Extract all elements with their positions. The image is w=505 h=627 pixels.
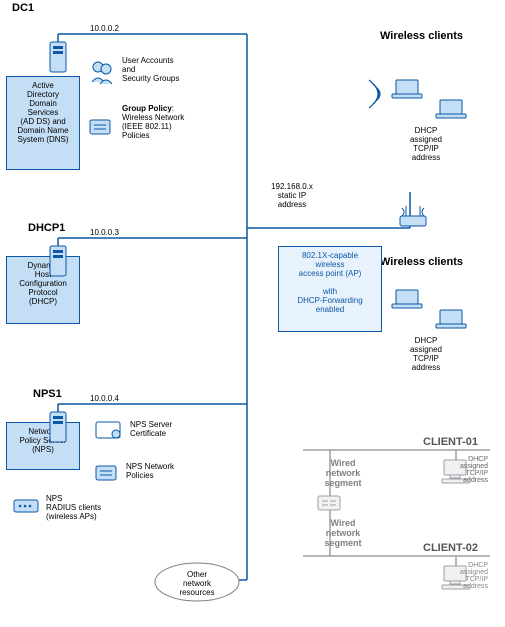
laptop-icon bbox=[434, 96, 470, 124]
dc1-heading: DC1 bbox=[12, 2, 34, 14]
users-label: User AccountsandSecurity Groups bbox=[122, 56, 212, 83]
wired-seg-2-label: Wirednetworksegment bbox=[308, 518, 378, 548]
policy-icon bbox=[88, 116, 114, 138]
server-icon bbox=[44, 242, 74, 282]
ad-box: ActiveDirectoryDomainServices(AD DS) and… bbox=[6, 76, 80, 170]
nps1-ip: 10.0.0.4 bbox=[90, 394, 119, 403]
client01-heading: CLIENT-01 bbox=[423, 436, 478, 448]
server-icon bbox=[44, 38, 74, 78]
switch-icon bbox=[316, 492, 344, 516]
policy-icon bbox=[94, 462, 120, 484]
wireless-mid-heading: Wireless clients bbox=[380, 256, 463, 268]
client02-heading: CLIENT-02 bbox=[423, 542, 478, 554]
dc1-ip: 10.0.0.2 bbox=[90, 24, 119, 33]
nps-radius-label: NPSRADIUS clients(wireless APs) bbox=[46, 494, 136, 521]
laptop-icon bbox=[390, 76, 426, 104]
laptop-icon bbox=[390, 286, 426, 314]
gpo-title: Group Policy bbox=[122, 104, 172, 113]
client01-sub: DHCPassignedTCP/IPaddress bbox=[422, 456, 488, 484]
wired-seg-1-label: Wirednetworksegment bbox=[308, 458, 378, 488]
radius-icon bbox=[12, 494, 42, 516]
wireless-top-dhcp-label: DHCPassignedTCP/IPaddress bbox=[396, 126, 456, 162]
ap-ip-value: 192.168.0.x bbox=[271, 182, 313, 191]
certificate-icon bbox=[94, 420, 124, 442]
users-icon bbox=[88, 58, 116, 86]
client02-sub: DHCPassignedTCP/IPaddress bbox=[422, 562, 488, 590]
ap-box: 802.1X-capablewirelessaccess point (AP)w… bbox=[278, 246, 382, 332]
nps-policies-label: NPS NetworkPolicies bbox=[126, 462, 206, 480]
access-point-icon bbox=[396, 204, 432, 232]
dhcp1-heading: DHCP1 bbox=[28, 222, 65, 234]
ap-static-label: static IPaddress bbox=[278, 191, 306, 209]
laptop-icon bbox=[434, 306, 470, 334]
server-icon bbox=[44, 408, 74, 448]
nps-cert-label: NPS ServerCertificate bbox=[130, 420, 210, 438]
dhcp1-ip: 10.0.0.3 bbox=[90, 228, 119, 237]
ap-ip: 192.168.0.x static IPaddress bbox=[259, 182, 325, 209]
gpo-label: Group Policy:Wireless Network(IEEE 802.1… bbox=[122, 104, 232, 140]
other-resources-label: Othernetworkresources bbox=[158, 570, 236, 597]
wireless-top-heading: Wireless clients bbox=[380, 30, 463, 42]
wireless-mid-dhcp-label: DHCPassignedTCP/IPaddress bbox=[396, 336, 456, 372]
nps1-heading: NPS1 bbox=[33, 388, 62, 400]
